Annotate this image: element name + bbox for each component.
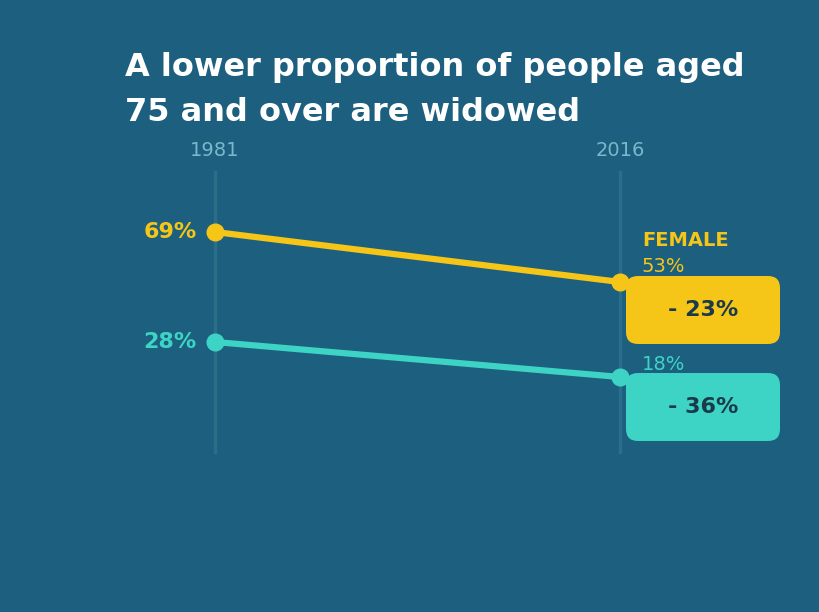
Text: 18%: 18% [641,356,685,375]
Text: FEMALE: FEMALE [641,231,728,250]
Text: 53%: 53% [641,256,685,275]
FancyBboxPatch shape [625,276,779,344]
Text: 69%: 69% [143,222,197,242]
Text: - 36%: - 36% [667,397,737,417]
Text: MALE: MALE [641,329,701,348]
Text: 75 and over are widowed: 75 and over are widowed [124,97,579,128]
FancyBboxPatch shape [625,373,779,441]
Text: 2016: 2016 [595,141,644,160]
Text: 28%: 28% [143,332,197,352]
Text: - 23%: - 23% [667,300,737,320]
Text: 1981: 1981 [190,141,239,160]
Text: A lower proportion of people aged: A lower proportion of people aged [124,52,744,83]
